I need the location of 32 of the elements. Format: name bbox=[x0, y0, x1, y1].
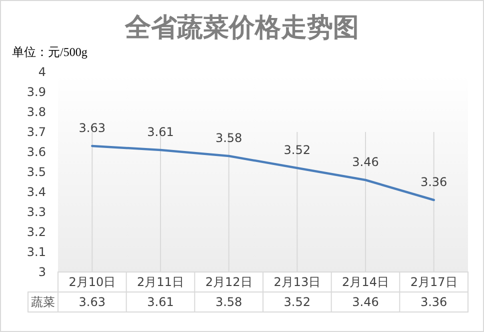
text: 3.61 bbox=[147, 295, 174, 309]
chart-title: 全省蔬菜价格走势图 bbox=[124, 13, 359, 43]
text: 蔬菜 bbox=[31, 295, 55, 309]
y-tick-label: 3.4 bbox=[26, 185, 46, 199]
data-label: 3.52 bbox=[284, 143, 311, 157]
text: 3.52 bbox=[284, 295, 311, 309]
y-tick-label: 3.8 bbox=[26, 105, 46, 119]
x-tick-label: 2月11日 bbox=[137, 275, 184, 289]
x-tick-label: 2月12日 bbox=[205, 275, 252, 289]
y-tick-label: 3.3 bbox=[26, 205, 46, 219]
text: 3.46 bbox=[352, 295, 379, 309]
x-tick-label: 2月14日 bbox=[342, 275, 389, 289]
text: 3.58 bbox=[215, 295, 242, 309]
data-label: 3.46 bbox=[352, 155, 379, 169]
y-tick-label: 3.1 bbox=[26, 245, 46, 259]
x-tick-label: 2月17日 bbox=[410, 275, 458, 289]
y-tick-label: 3.9 bbox=[26, 85, 46, 99]
text: 3.63 bbox=[78, 295, 106, 309]
y-tick-label: 3.7 bbox=[26, 125, 46, 139]
y-tick-label: 3.5 bbox=[26, 165, 46, 179]
y-tick-label: 3.2 bbox=[26, 225, 46, 239]
data-label: 3.63 bbox=[78, 121, 106, 135]
text: 3.36 bbox=[420, 295, 448, 309]
y-axis-title: 单位：元/500g bbox=[12, 45, 88, 59]
x-tick-label: 2月13日 bbox=[274, 275, 321, 289]
y-tick-label: 3 bbox=[38, 265, 46, 279]
x-tick-label: 2月10日 bbox=[68, 275, 116, 289]
data-label: 3.61 bbox=[147, 125, 174, 139]
y-tick-label: 4 bbox=[38, 65, 46, 79]
y-tick-label: 3.6 bbox=[26, 145, 46, 159]
data-label: 3.36 bbox=[420, 175, 448, 189]
data-label: 3.58 bbox=[215, 131, 242, 145]
